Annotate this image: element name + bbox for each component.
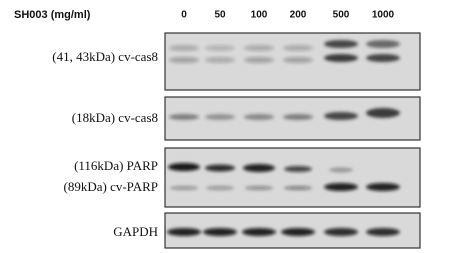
lane-label: 500 [333, 10, 350, 21]
lane-label: 0 [181, 10, 187, 21]
lane-label: 1000 [372, 10, 395, 21]
bands [167, 228, 400, 236]
band-label: GAPDH [113, 224, 158, 239]
bands [169, 40, 400, 63]
band-label: (41, 43kDa) cv-cas8 [52, 49, 158, 64]
band-label: (89kDa) cv-PARP [64, 179, 159, 194]
band-label: (116kDa) PARP [74, 158, 158, 173]
treatment-label: SH003 (mg/ml) [14, 9, 91, 21]
bands [169, 108, 400, 120]
bands [168, 163, 400, 191]
lane-label: 200 [290, 10, 307, 21]
blot-panel [164, 147, 421, 208]
lane-label: 100 [251, 10, 268, 21]
lane-label: 50 [214, 10, 226, 21]
band-label: (18kDa) cv-cas8 [72, 110, 158, 125]
